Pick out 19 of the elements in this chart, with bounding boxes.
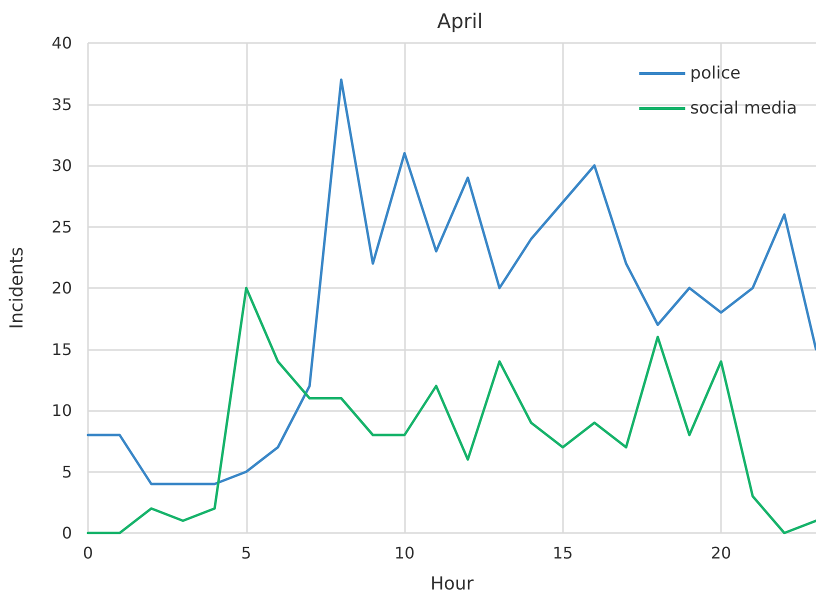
y-tick-label: 15 — [52, 340, 72, 359]
y-tick-label: 5 — [62, 462, 72, 482]
y-tick-label: 20 — [52, 278, 72, 298]
chart-title: April — [437, 9, 483, 33]
y-tick-label: 40 — [52, 34, 72, 52]
legend-label: social media — [690, 98, 798, 118]
y-tick-label: 10 — [52, 401, 72, 420]
x-axis-title: Hour — [430, 574, 474, 594]
y-axis-title: Incidents — [6, 247, 28, 329]
x-tick-label: 10 — [394, 544, 415, 562]
y-tick-label: 35 — [52, 94, 72, 114]
legend-label: police — [690, 64, 741, 84]
x-tick-label: 0 — [82, 544, 94, 562]
x-tick-label: 5 — [241, 544, 252, 562]
y-tick-label: 0 — [62, 524, 72, 542]
y-tick-label: 30 — [52, 156, 72, 175]
x-tick-label: 20 — [710, 544, 732, 562]
x-tick-label: 15 — [552, 544, 573, 562]
y-tick-label: 25 — [52, 217, 72, 236]
